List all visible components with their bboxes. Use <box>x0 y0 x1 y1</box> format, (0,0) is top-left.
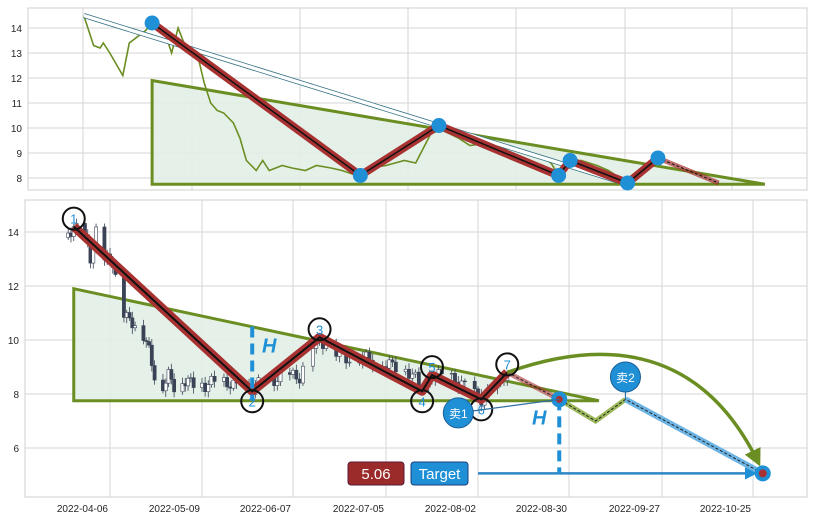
height-label: H <box>262 336 277 358</box>
top-pivot-dot <box>144 15 160 31</box>
bottom-y-tick-label: 8 <box>13 390 19 401</box>
top-y-tick-label: 9 <box>16 149 22 160</box>
candle-body <box>311 348 315 367</box>
pivot-label: 1 <box>70 212 77 227</box>
candle-body <box>169 369 174 380</box>
target-point-core <box>758 469 767 478</box>
target-value-label: 5.06 <box>361 466 390 483</box>
top-y-tick-label: 13 <box>11 49 23 60</box>
pivot-label: 3 <box>316 322 323 337</box>
candle-body <box>191 377 196 388</box>
candle-body <box>347 361 352 364</box>
x-tick-label: 2022-06-07 <box>240 504 292 515</box>
candle-body <box>301 365 305 384</box>
candle-body <box>122 274 126 318</box>
top-y-tick-label: 10 <box>11 124 23 135</box>
top-y-tick-label: 11 <box>12 99 23 110</box>
pivot-circle <box>307 317 332 342</box>
candle-body <box>403 368 408 373</box>
candle-body <box>387 359 392 369</box>
top-pivot-dot <box>551 168 567 183</box>
candle-body <box>222 377 226 382</box>
candle-body <box>127 312 132 319</box>
pivot-circle <box>240 389 265 414</box>
x-tick-label: 2022-07-05 <box>333 504 385 515</box>
target-value-box <box>347 461 405 486</box>
pivot-label: 5 <box>428 360 435 375</box>
height-label: H <box>532 407 547 429</box>
x-tick-label: 2022-05-09 <box>149 504 201 515</box>
candle-body <box>390 359 395 363</box>
pivot-label: 2 <box>249 394 256 409</box>
candle-body <box>144 340 149 342</box>
candle-body <box>130 317 135 329</box>
sell-point-connector <box>458 398 560 414</box>
candle-body <box>410 373 415 379</box>
projection-segment-1 <box>506 370 561 402</box>
pivot-circle <box>495 352 520 377</box>
x-tick-label: 2022-09-27 <box>609 504 661 515</box>
target-label: Target <box>419 466 462 483</box>
candle-body <box>152 365 157 381</box>
top-projection-dash <box>657 157 719 184</box>
bottom-y-tick-label: 6 <box>13 444 19 455</box>
candle-body <box>287 372 292 375</box>
candle-body <box>186 377 190 387</box>
candle-body <box>141 325 146 341</box>
candle-body <box>297 378 302 384</box>
candle-body <box>449 372 454 375</box>
candle-body <box>225 377 230 388</box>
sell-point-badge <box>609 361 641 393</box>
x-tick-label: 2022-08-02 <box>425 504 477 515</box>
top-pivot-dot <box>650 150 666 166</box>
candle-body <box>172 378 177 393</box>
candle-body <box>212 376 217 382</box>
pivot-circle <box>61 206 86 231</box>
top-y-tick-label: 8 <box>16 174 22 185</box>
top-pivot-dot <box>562 153 578 168</box>
x-tick-label: 2022-08-30 <box>516 504 568 515</box>
candle-body <box>407 368 411 379</box>
candle-body <box>275 381 280 386</box>
x-tick-label: 2022-10-25 <box>700 504 752 515</box>
candle-body <box>206 384 211 392</box>
candle-body <box>133 325 137 329</box>
candle-body <box>462 380 467 383</box>
pivot-circle <box>410 389 435 414</box>
candle-body <box>294 369 299 380</box>
top-pivot-dot <box>431 118 447 133</box>
target-box <box>410 461 469 486</box>
candle-body <box>472 380 477 390</box>
candle-body <box>180 383 185 393</box>
bottom-y-tick-label: 12 <box>8 282 20 293</box>
projection-arc-arrow <box>506 352 761 467</box>
projection-dash <box>507 371 764 474</box>
x-tick-label: 2022-04-06 <box>57 504 109 515</box>
candle-body <box>209 376 214 385</box>
candle-body <box>393 361 398 373</box>
candle-body <box>163 382 168 392</box>
bottom-y-tick-label: 10 <box>8 336 20 347</box>
bottom-y-tick-label: 14 <box>8 228 20 239</box>
pivot-label: 4 <box>419 394 426 409</box>
sell-point-badge <box>442 397 474 429</box>
candle-body <box>149 344 154 366</box>
top-pivot-dot <box>620 175 636 191</box>
candle-body <box>200 382 204 388</box>
pivot-label: 7 <box>504 357 511 372</box>
pivot-circle <box>420 355 444 380</box>
sell-point-label: 卖2 <box>616 371 635 385</box>
top-pivot-dot <box>352 168 368 183</box>
candle-body <box>147 341 151 346</box>
top-y-tick-label: 12 <box>11 74 23 85</box>
sell-point-label: 卖1 <box>449 407 468 421</box>
candle-body <box>203 382 208 392</box>
candle-body <box>228 386 233 389</box>
candle-body <box>231 379 236 389</box>
candle-body <box>413 371 418 375</box>
top-y-tick-label: 14 <box>11 24 23 35</box>
candle-body <box>291 369 295 375</box>
